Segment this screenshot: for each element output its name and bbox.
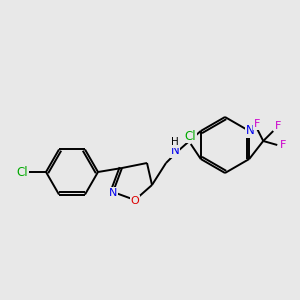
Text: Cl: Cl bbox=[184, 130, 196, 142]
Text: H: H bbox=[171, 137, 179, 147]
Text: F: F bbox=[275, 121, 281, 131]
Text: F: F bbox=[254, 119, 260, 129]
Text: O: O bbox=[130, 196, 140, 206]
Text: N: N bbox=[246, 124, 255, 137]
Text: N: N bbox=[171, 145, 179, 158]
Text: F: F bbox=[280, 140, 286, 150]
Text: Cl: Cl bbox=[16, 166, 28, 178]
Text: N: N bbox=[109, 188, 117, 198]
